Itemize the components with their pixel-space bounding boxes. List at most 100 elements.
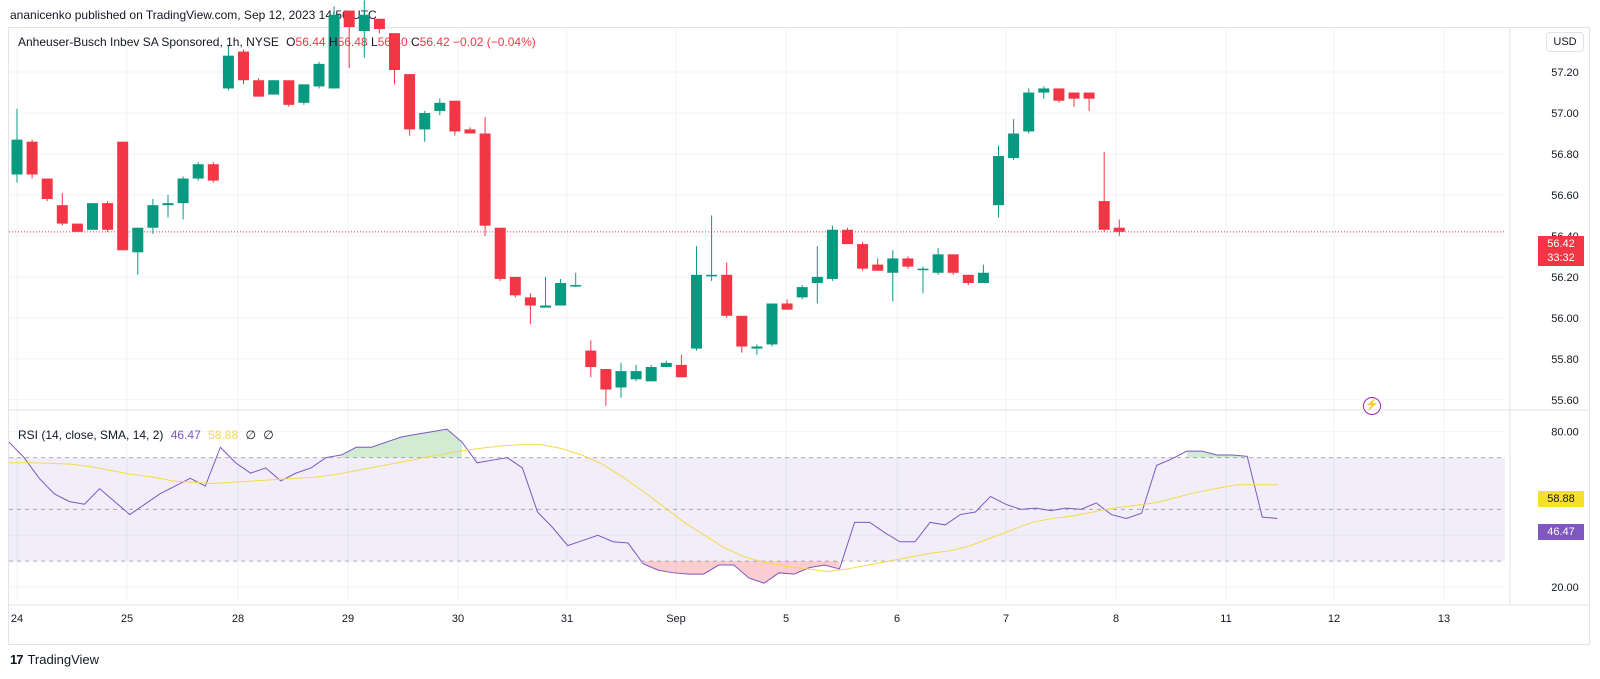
time-tick-label: 29: [342, 613, 354, 625]
candle-body: [585, 350, 597, 367]
candle-body: [706, 274, 718, 277]
rsi-overbought-fill: [341, 429, 462, 458]
rsi-legend: RSI (14, close, SMA, 14, 2) 46.47 58.88 …: [18, 428, 274, 442]
candle-body: [540, 305, 551, 308]
candle-body: [887, 258, 899, 273]
rsi-tick-label: 20.00: [1551, 582, 1579, 594]
price-tick-label: 56.80: [1551, 149, 1579, 161]
symbol-title: Anheuser-Busch Inbev SA Sponsored, 1h, N…: [18, 35, 279, 49]
tradingview-brand: TradingView: [27, 652, 100, 667]
candle-body: [766, 303, 778, 345]
candle-body: [11, 139, 23, 175]
time-tick-label: 25: [121, 613, 133, 625]
candle-body: [177, 178, 189, 204]
candle-body: [1113, 227, 1125, 232]
high-label: H: [328, 35, 338, 49]
rsi-pane: [8, 428, 1505, 584]
candle-body: [41, 178, 53, 200]
rsi-overbought-fill: [1186, 451, 1248, 458]
change-value: −0.02 (−0.04%): [453, 35, 536, 49]
footer-branding[interactable]: 17 TradingView: [10, 652, 99, 667]
candle-body: [857, 244, 869, 269]
candle-body: [87, 203, 98, 230]
candle-body: [419, 113, 431, 130]
candle-body: [630, 371, 642, 380]
close-value: 56.42: [419, 35, 450, 49]
price-tick-label: 55.60: [1551, 395, 1579, 407]
price-tick-label: 57.00: [1551, 108, 1579, 120]
candle-body: [796, 287, 808, 298]
rsi-tick-label: 80.00: [1551, 427, 1579, 439]
candle-body: [570, 285, 582, 287]
time-tick-label: 7: [1003, 613, 1009, 625]
candle-body: [343, 10, 355, 27]
chart-frame: [8, 27, 1590, 645]
candle-body: [268, 80, 280, 95]
low-value: 56.40: [377, 35, 408, 49]
candle-body: [298, 84, 310, 103]
candle-body: [283, 80, 295, 105]
candle-body: [207, 164, 219, 181]
candle-body: [464, 129, 476, 134]
candle-body: [71, 223, 83, 232]
candle-body: [222, 55, 234, 89]
open-value: 56.44: [295, 35, 326, 49]
candle-body: [842, 229, 853, 245]
time-tick-label: 6: [894, 613, 900, 625]
time-tick-label: 24: [11, 613, 23, 625]
price-axis: 57.2057.0056.8056.6056.4056.2056.0055.80…: [1551, 67, 1579, 594]
high-value: 56.48: [337, 35, 368, 49]
candle-body: [102, 203, 114, 230]
candle-body: [691, 274, 702, 349]
bar-countdown: 33:32: [1547, 252, 1575, 264]
candle-body: [811, 276, 823, 284]
candle-body: [600, 369, 612, 390]
tradingview-logo-icon: 17: [10, 652, 24, 667]
candle-body: [1023, 92, 1035, 132]
time-tick-label: 30: [452, 613, 464, 625]
candle-body: [358, 14, 370, 32]
candle-body: [479, 133, 491, 226]
time-tick-label: 13: [1438, 613, 1450, 625]
candle-body: [962, 274, 974, 284]
sma-legend-value: 58.88: [208, 428, 239, 442]
price-tick-label: 55.80: [1551, 354, 1579, 366]
candle-body: [162, 203, 174, 206]
currency-button[interactable]: USD: [1546, 32, 1584, 52]
candle-body: [751, 346, 763, 349]
candle-body: [932, 254, 944, 273]
sma-value-badge: 58.88: [1538, 491, 1584, 507]
candle-body: [645, 366, 657, 382]
candle-body: [26, 141, 38, 175]
lightning-icon[interactable]: ⚡: [1363, 397, 1381, 415]
candle-body: [509, 276, 521, 296]
candle-body: [721, 274, 733, 316]
candle-body: [1098, 201, 1110, 230]
candle-body: [449, 100, 461, 132]
candle-body: [1053, 88, 1065, 101]
price-tick-label: 56.20: [1551, 272, 1579, 284]
candle-body: [238, 51, 249, 81]
rsi-legend-value: 46.47: [170, 428, 201, 442]
time-tick-label: 11: [1220, 613, 1231, 625]
candle-body: [947, 254, 959, 273]
last-price-badge: 56.42 33:32: [1538, 236, 1584, 266]
candle-body: [389, 33, 400, 71]
grid-lines: [9, 27, 1590, 606]
ohlc-values: O56.44 H56.48 L56.40 C56.42 −0.02 (−0.04…: [286, 35, 536, 49]
candle-body: [615, 371, 627, 388]
candle-body: [872, 264, 884, 271]
candle-body: [977, 272, 989, 284]
candle-body: [117, 141, 129, 251]
candle-body: [993, 156, 1004, 206]
candle-body: [1068, 92, 1080, 99]
candle-body: [132, 227, 144, 253]
candle-body: [253, 80, 265, 97]
na-value-1: ∅: [245, 428, 256, 442]
candle-body: [524, 297, 536, 306]
candle-body: [826, 229, 838, 279]
last-price-value: 56.42: [1547, 238, 1575, 250]
attribution-text: ananicenko published on TradingView.com,…: [10, 8, 377, 22]
rsi-line: [8, 428, 1278, 584]
